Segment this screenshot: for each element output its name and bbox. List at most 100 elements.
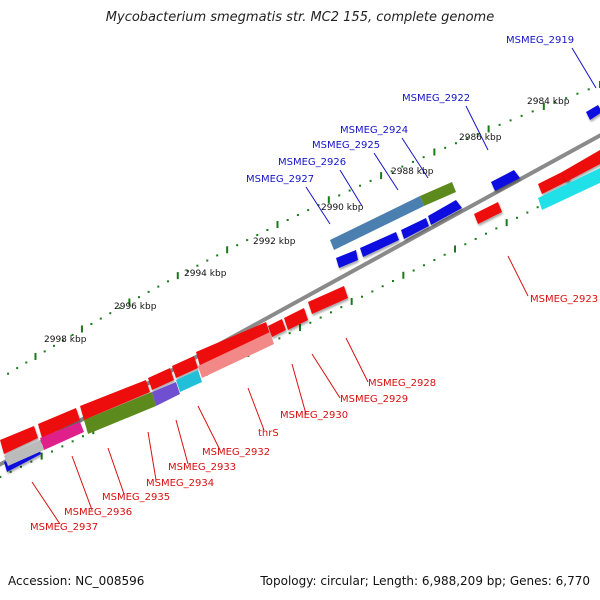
tick-mark <box>51 450 53 453</box>
tick-mark <box>25 361 28 364</box>
tick-mark <box>565 97 568 100</box>
tick-mark <box>520 114 523 117</box>
gene-label-reverse[interactable]: MSMEG_2930 <box>280 410 348 421</box>
tick-mark <box>402 271 405 279</box>
gene-label-forward[interactable]: MSMEG_2926 <box>278 157 346 168</box>
tick-mark <box>40 452 43 460</box>
tick-mark <box>307 209 310 212</box>
tick-mark <box>167 280 170 283</box>
gene-label-forward[interactable]: MSMEG_2927 <box>246 174 314 185</box>
tick-mark <box>516 216 518 219</box>
gene-arrow-forward[interactable] <box>491 170 520 191</box>
gene-arrow-reverse[interactable] <box>268 319 286 337</box>
gene-arrow-reverse[interactable] <box>308 286 348 314</box>
gene-arrow-reverse[interactable] <box>148 368 174 390</box>
gene-label-reverse[interactable]: thrS <box>258 428 279 439</box>
tick-label: 2984 kbp <box>527 97 570 107</box>
tick-mark <box>30 460 33 463</box>
tick-mark <box>498 123 501 126</box>
tick-mark <box>330 311 332 314</box>
tick-mark <box>454 245 456 253</box>
inner-tick-ring <box>0 174 600 478</box>
gene-label-forward[interactable]: MSMEG_2925 <box>312 140 380 151</box>
tick-mark <box>309 321 312 324</box>
tick-mark <box>474 237 477 240</box>
gene-arrow-reverse[interactable] <box>80 380 150 420</box>
tick-mark <box>216 254 219 257</box>
gene-label-reverse[interactable]: MSMEG_2934 <box>146 478 214 489</box>
gene-label-forward[interactable]: MSMEG_2924 <box>340 125 408 136</box>
tick-mark <box>542 102 545 110</box>
cds-overlay <box>538 167 600 210</box>
gene-arrow-forward[interactable] <box>360 232 399 257</box>
tick-mark <box>422 156 425 159</box>
genome-backbone <box>0 133 600 467</box>
tick-mark <box>196 264 199 267</box>
gene-arrow-forward[interactable] <box>586 105 600 120</box>
tick-mark <box>380 172 383 180</box>
gene-label-reverse[interactable]: MSMEG_2935 <box>102 492 170 503</box>
gene-arrow-reverse[interactable] <box>538 170 570 194</box>
tick-mark <box>423 264 425 267</box>
tick-mark <box>433 148 436 156</box>
tick-mark <box>71 440 74 443</box>
tick-mark <box>236 244 239 247</box>
tick-labels: 2984 kbp 2986 kbp 2988 kbp 2990 kbp 2992 kbp… <box>44 97 570 345</box>
tick-mark <box>553 101 556 104</box>
tick-mark <box>369 179 372 182</box>
tick-mark <box>20 465 22 468</box>
gene-arrow-forward[interactable] <box>428 200 462 225</box>
gene-label-reverse[interactable]: MSMEG_2936 <box>64 507 132 518</box>
tick-mark <box>454 142 457 145</box>
gene-label-reverse[interactable]: MSMEG_2932 <box>202 447 270 458</box>
gene-label-forward[interactable]: MSMEG_2922 <box>402 93 470 104</box>
gene-arrow-reverse[interactable] <box>196 322 270 366</box>
gene-arrow-forward[interactable] <box>401 218 429 239</box>
gene-arrow-reverse[interactable] <box>474 202 502 224</box>
tick-mark <box>526 211 529 214</box>
gene-label-reverse[interactable]: MSMEG_2923 <box>530 294 598 305</box>
gene-label-forward[interactable]: MSMEG_2919 <box>506 35 574 46</box>
gene-arrow-reverse[interactable] <box>562 150 600 182</box>
tick-mark <box>157 285 160 288</box>
cds-overlay <box>40 422 84 450</box>
tick-label: 2986 kbp <box>459 133 502 143</box>
tick-mark <box>288 332 291 335</box>
tick-mark <box>381 285 384 288</box>
tick-mark <box>464 243 467 246</box>
gene-label-reverse[interactable]: MSMEG_2929 <box>340 394 408 405</box>
tick-mark <box>412 269 415 272</box>
tick-label: 2996 kbp <box>114 302 157 312</box>
tick-mark <box>340 306 343 309</box>
tick-mark <box>317 204 320 207</box>
tick-mark <box>226 246 229 254</box>
gene-label-reverse[interactable]: MSMEG_2928 <box>368 378 436 389</box>
cds-overlay <box>152 382 180 406</box>
tick-mark <box>286 219 289 222</box>
tick-mark <box>485 232 487 235</box>
gene-arrow-reverse[interactable] <box>284 308 308 330</box>
gene-arrow-reverse[interactable] <box>172 356 198 378</box>
tick-mark <box>350 297 353 305</box>
tick-mark <box>465 137 468 140</box>
tick-mark <box>99 317 102 320</box>
tick-mark <box>531 110 534 113</box>
gene-arrow-forward[interactable] <box>336 250 358 268</box>
tick-mark <box>338 194 341 197</box>
cds-overlay <box>84 392 156 434</box>
tick-mark <box>62 339 65 342</box>
tick-mark <box>327 196 330 204</box>
gene-label-reverse[interactable]: MSMEG_2937 <box>30 522 98 533</box>
tick-mark <box>392 280 394 283</box>
tick-mark <box>118 306 121 309</box>
tick-mark <box>319 316 322 319</box>
gene-labels: MSMEG_2919 MSMEG_2922 MSMEG_2924 MSMEG_2925… <box>30 35 598 533</box>
tick-mark <box>0 475 2 478</box>
tick-mark <box>7 372 10 375</box>
gene-arrow-reverse[interactable] <box>38 408 80 438</box>
tick-mark <box>359 184 362 187</box>
gene-arrow-reverse[interactable] <box>0 426 38 454</box>
tick-mark <box>82 435 84 438</box>
tick-mark <box>576 92 579 95</box>
gene-label-reverse[interactable]: MSMEG_2933 <box>168 462 236 473</box>
